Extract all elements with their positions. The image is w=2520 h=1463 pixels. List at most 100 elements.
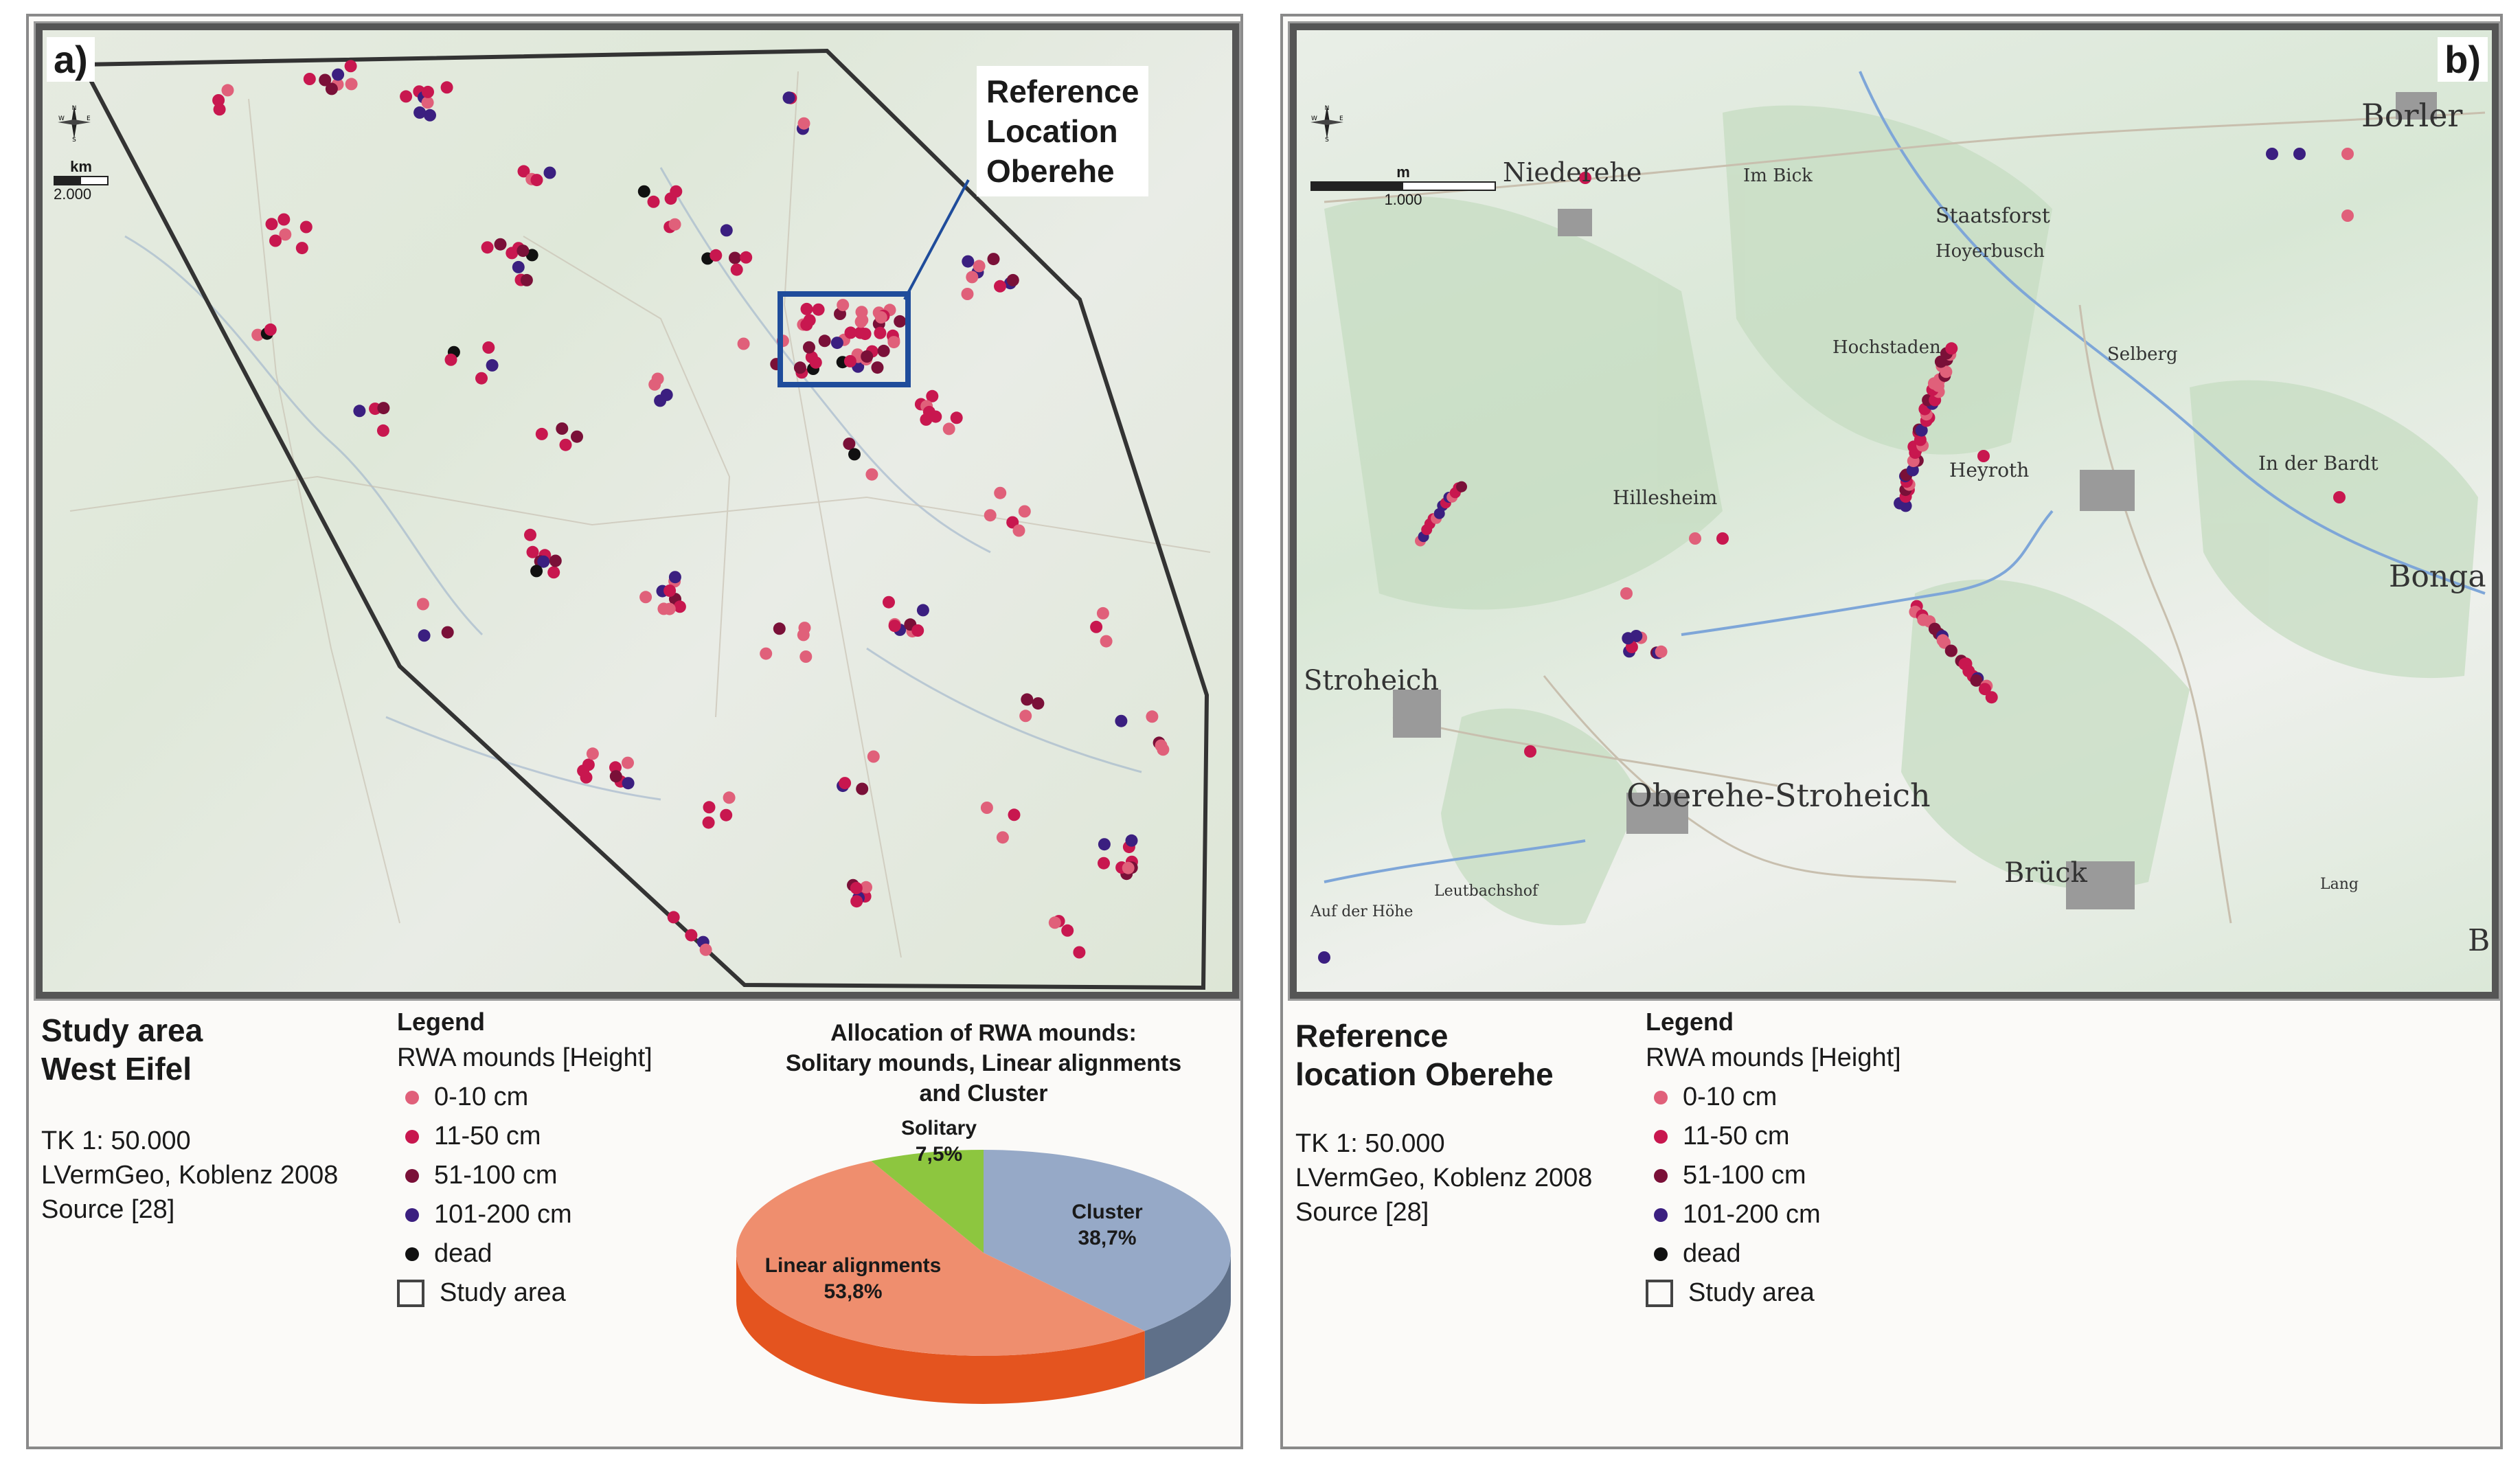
mound-marker: [481, 241, 494, 254]
mound-marker: [865, 468, 878, 481]
compass-w: W: [1311, 115, 1317, 122]
pie-label-cluster-name: Cluster: [1071, 1201, 1143, 1223]
mound-marker: [703, 801, 716, 814]
pie-slice-cluster: [984, 1150, 1231, 1331]
mound-marker: [809, 356, 822, 369]
mound-marker: [2266, 148, 2278, 160]
reference-location-map[interactable]: Borler Niederehe Staatsforst Hoyerbusch …: [1288, 21, 2501, 1001]
place-label: Hochstaden: [1832, 337, 1941, 358]
place-label: Lang: [2320, 876, 2359, 893]
mound-marker: [609, 770, 622, 783]
mound-marker: [973, 260, 986, 273]
mound-marker: [793, 361, 806, 374]
title-line-1: Reference: [1295, 1018, 1449, 1054]
mound-marker: [994, 280, 1006, 293]
mound-marker: [2293, 148, 2306, 160]
mound-marker: [1115, 714, 1128, 727]
legend-item-51-100: 51-100 cm: [397, 1156, 652, 1195]
legend-dot-icon: [1654, 1129, 1668, 1144]
streams: [124, 167, 1142, 801]
mound-marker: [264, 323, 277, 336]
mound-marker: [265, 218, 278, 231]
mound-marker: [376, 424, 389, 437]
legend-label: dead: [1683, 1239, 1741, 1268]
mound-marker: [1006, 273, 1019, 286]
mound-marker: [251, 328, 264, 341]
reference-location-box[interactable]: [777, 291, 911, 387]
legend-dot-icon: [1654, 1207, 1668, 1222]
mound-marker: [639, 591, 652, 604]
legend-title: Legend: [1646, 1008, 1734, 1036]
compass-w: W: [58, 115, 65, 122]
mound-marker: [637, 185, 650, 198]
mound-marker: [854, 315, 867, 328]
mound-marker: [856, 782, 869, 795]
mound-marker: [1012, 524, 1025, 537]
panel-tag: b): [2438, 37, 2488, 82]
study-area-square-icon: [1646, 1279, 1673, 1307]
mound-marker: [1125, 834, 1138, 847]
mound-marker: [1100, 635, 1113, 648]
mound-marker: [883, 596, 895, 609]
title-line-2: West Eifel: [41, 1051, 192, 1087]
mound-marker: [962, 255, 975, 268]
study-area-title: Study area West Eifel: [41, 1011, 203, 1088]
meta-publisher: LVermGeo, Koblenz 2008: [1295, 1164, 1593, 1192]
legend-item-dead: dead: [397, 1234, 652, 1273]
mound-marker: [580, 771, 593, 784]
pie-title-line-2: Solitary mounds, Linear alignments: [785, 1050, 1182, 1076]
mound-marker: [609, 761, 622, 774]
mound-marker: [888, 620, 901, 633]
allocation-pie-chart: [736, 1150, 1231, 1404]
place-label: In der Bardt: [2258, 452, 2379, 475]
pie-label-cluster: Cluster 38,7%: [1038, 1199, 1176, 1251]
pie-side-cluster: [1144, 1253, 1231, 1379]
compass-rose-icon: N W E S: [58, 105, 91, 141]
mound-marker: [1970, 674, 1983, 687]
title-line-1: Study area: [41, 1012, 203, 1048]
mound-marker: [961, 288, 974, 300]
scale-value: 2.000: [54, 185, 92, 203]
place-label: Borler: [2361, 97, 2462, 134]
study-area-map[interactable]: a) N W E S km 2.000 Reference Location O…: [34, 21, 1241, 1001]
mound-marker: [1945, 342, 1958, 355]
mound-marker: [1061, 924, 1074, 937]
meta-scale: TK 1: 50.000: [41, 1126, 191, 1155]
pie-slice-linear-alignments: [736, 1161, 1145, 1356]
mound-marker: [547, 566, 560, 579]
legend-label: 0-10 cm: [1683, 1082, 1778, 1111]
reference-location-map-layer: Borler Niederehe Staatsforst Hoyerbusch …: [1304, 71, 2490, 964]
scale-bar: m 1.000: [1310, 163, 1496, 209]
scale-unit: km: [70, 158, 92, 175]
panel-tag: a): [47, 37, 95, 82]
mound-marker: [987, 253, 1000, 266]
mound-marker: [353, 405, 366, 418]
place-label: Heyroth: [1949, 459, 2029, 481]
callout-line-1: Reference: [986, 73, 1139, 109]
mound-marker: [663, 602, 676, 615]
mound-marker: [422, 85, 434, 98]
mound-marker: [647, 195, 660, 208]
legend-label: dead: [434, 1239, 492, 1268]
mound-points: [1318, 148, 2354, 964]
mound-marker: [848, 448, 861, 461]
mound-marker: [524, 528, 536, 541]
legend-label: 11-50 cm: [434, 1122, 541, 1150]
map-source-info: TK 1: 50.000 LVermGeo, Koblenz 2008 Sour…: [1295, 1126, 1592, 1229]
mound-marker: [1524, 745, 1536, 758]
mound-marker: [421, 96, 434, 109]
legend-item-11-50: 11-50 cm: [1646, 1117, 1901, 1156]
legend-dot-icon: [405, 1168, 419, 1183]
reference-location-title: Reference location Oberehe: [1295, 1017, 1554, 1093]
legend-item-0-10: 0-10 cm: [1646, 1078, 1901, 1117]
legend-label: 101-200 cm: [434, 1200, 572, 1229]
mound-marker: [877, 344, 890, 357]
mound-marker: [586, 747, 599, 760]
panel-study-area: a) N W E S km 2.000 Reference Location O…: [26, 14, 1243, 1449]
mound-marker: [710, 249, 723, 262]
legend-item-51-100: 51-100 cm: [1646, 1156, 1901, 1195]
mound-marker: [416, 598, 429, 611]
mound-marker: [843, 438, 856, 451]
legend-dot-icon: [405, 1207, 419, 1222]
place-label: Selberg: [2107, 344, 2178, 365]
